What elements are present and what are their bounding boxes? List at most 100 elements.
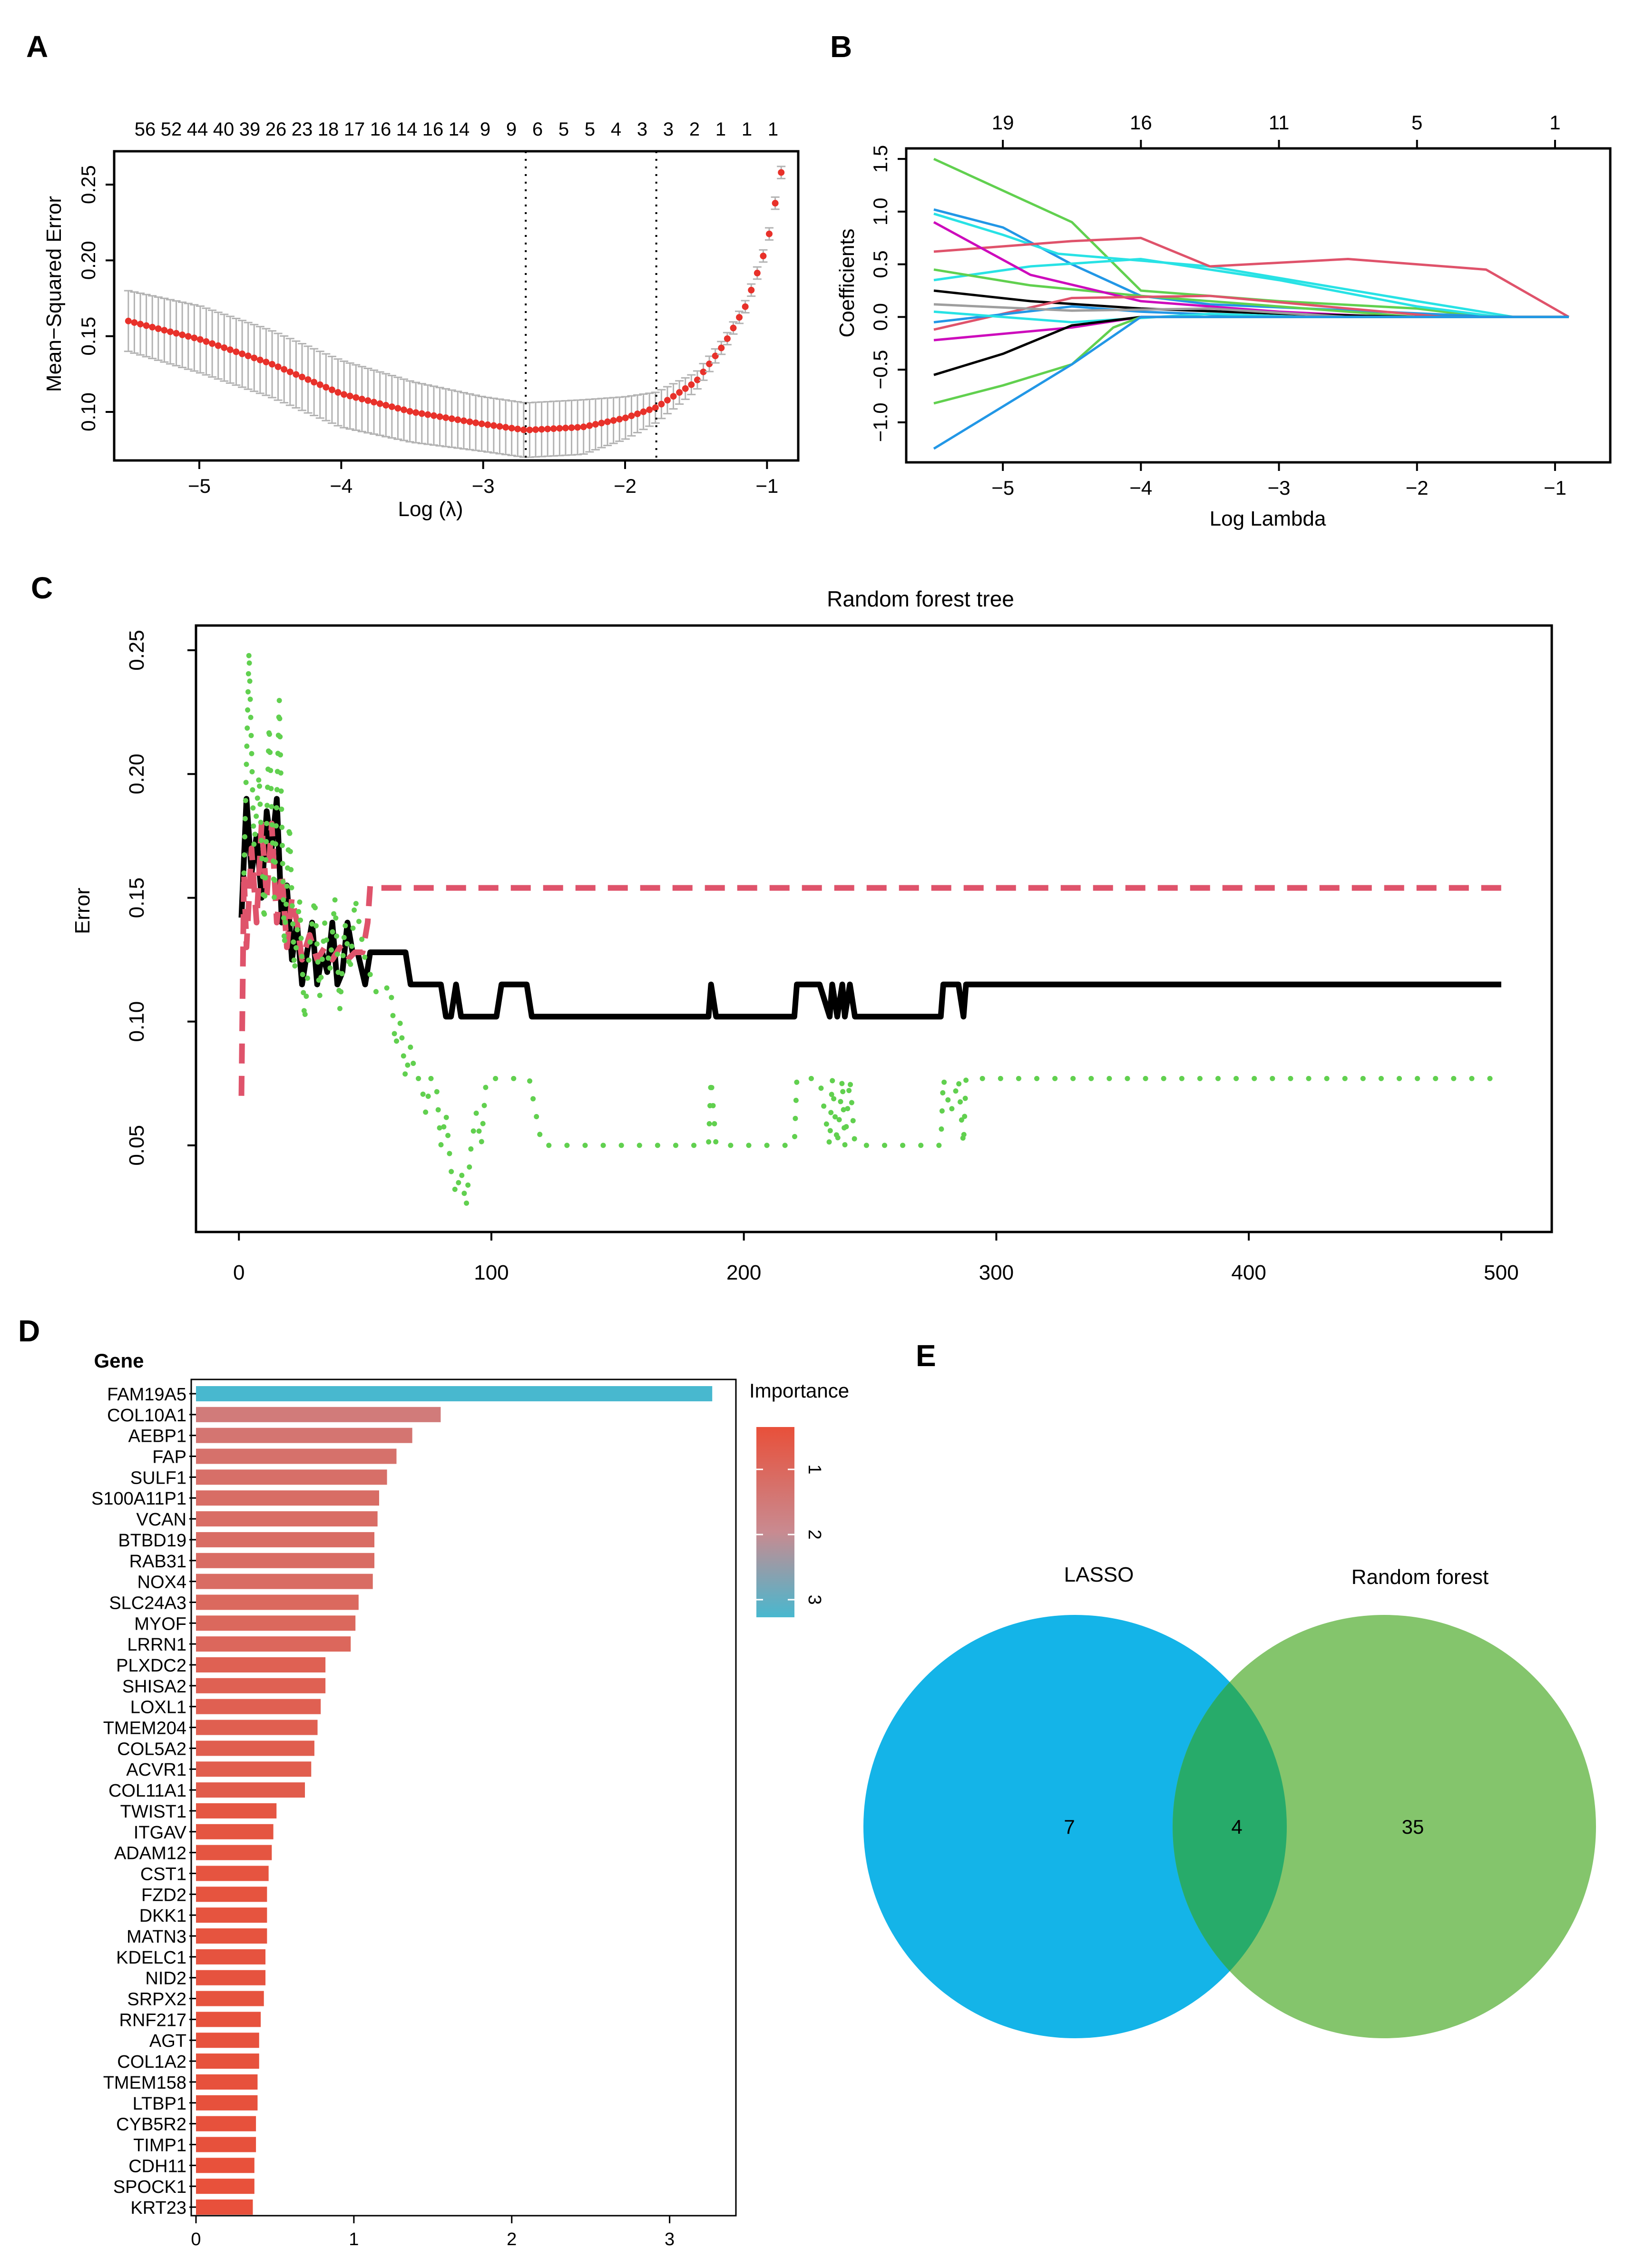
a-point bbox=[670, 393, 677, 400]
a-point bbox=[658, 401, 665, 408]
b-top-axis: 19 16 11 5 1 bbox=[992, 111, 1561, 148]
c-y-tick-label: 0.15 bbox=[125, 878, 148, 919]
a-top-tick-label: 56 bbox=[135, 119, 156, 140]
d-bar bbox=[196, 1824, 274, 1839]
a-top-tick-label: 14 bbox=[449, 119, 470, 140]
venn-count-rf-only: 35 bbox=[1402, 1816, 1424, 1838]
a-point bbox=[442, 414, 450, 421]
d-gene-label: FAM19A5 bbox=[107, 1385, 186, 1405]
a-point bbox=[730, 324, 737, 332]
a-point bbox=[676, 389, 683, 396]
b-top-tick-label: 16 bbox=[1130, 111, 1152, 134]
d-gene-label: LRRN1 bbox=[127, 1635, 186, 1655]
a-y-tick-label: 0.10 bbox=[77, 392, 99, 431]
a-point bbox=[538, 426, 545, 433]
d-x-tick-label: 0 bbox=[191, 2229, 201, 2249]
a-point bbox=[281, 366, 288, 373]
d-bar bbox=[196, 1469, 387, 1485]
panel-label-e: E bbox=[916, 1339, 936, 1373]
a-point bbox=[221, 344, 228, 351]
d-gene-label: FZD2 bbox=[141, 1885, 186, 1905]
d-bar bbox=[196, 1636, 351, 1652]
d-bar bbox=[196, 2095, 258, 2111]
d-gene-label: ITGAV bbox=[134, 1823, 187, 1843]
a-top-tick-label: 9 bbox=[480, 119, 490, 140]
b-y-tick-label: 0.0 bbox=[869, 303, 891, 331]
a-top-tick-label: 6 bbox=[532, 119, 543, 140]
b-top-tick-label: 11 bbox=[1269, 111, 1290, 134]
d-gene-label: COL11A1 bbox=[108, 1781, 186, 1801]
d-x-tick-label: 2 bbox=[507, 2229, 517, 2249]
d-gene-label: CDH11 bbox=[128, 2156, 186, 2176]
d-gene-label: SPOCK1 bbox=[113, 2177, 186, 2197]
a-top-tick-label: 3 bbox=[637, 119, 647, 140]
a-top-tick-label: 5 bbox=[585, 119, 595, 140]
d-gene-label: MATN3 bbox=[127, 1927, 186, 1947]
panel-label-c: C bbox=[31, 571, 53, 605]
b-top-tick-label: 5 bbox=[1411, 111, 1422, 134]
a-point bbox=[245, 352, 252, 360]
a-point bbox=[251, 354, 258, 362]
d-gene-label: COL1A2 bbox=[117, 2052, 186, 2072]
panel-label-b: B bbox=[830, 29, 852, 64]
a-point bbox=[778, 169, 785, 176]
a-point bbox=[694, 376, 701, 383]
b-y-tick-label: 0.5 bbox=[869, 250, 891, 278]
a-point bbox=[640, 408, 647, 415]
b-x-tick-label: −2 bbox=[1406, 477, 1429, 499]
d-gene-label: VCAN bbox=[136, 1510, 186, 1530]
a-point bbox=[406, 408, 413, 415]
a-point bbox=[754, 270, 761, 277]
c-x-axis: 0 100 200 300 400 500 bbox=[233, 1232, 1519, 1284]
d-gene-label: TMEM204 bbox=[103, 1719, 186, 1739]
a-point bbox=[448, 415, 455, 422]
a-point bbox=[352, 394, 360, 401]
d-bar bbox=[196, 1928, 267, 1944]
a-top-tick-label: 23 bbox=[292, 119, 313, 140]
a-point bbox=[316, 381, 323, 388]
d-plot-frame bbox=[190, 1378, 737, 2217]
a-point bbox=[233, 348, 240, 355]
a-top-tick-label: 5 bbox=[558, 119, 569, 140]
a-top-tick-label: 4 bbox=[611, 119, 621, 140]
a-point bbox=[382, 401, 390, 409]
a-point bbox=[712, 352, 719, 360]
a-top-tick-labels: 56 52 44 40 39 26 23 18 17 16 14 16 14 9 9 6 5 5 4 3 3 2 1 1 1 bbox=[135, 119, 778, 140]
a-top-tick-label: 52 bbox=[161, 119, 182, 140]
c-x-tick-label: 200 bbox=[726, 1261, 761, 1284]
d-bar bbox=[196, 1678, 326, 1693]
d-bar bbox=[196, 1740, 314, 1756]
d-bar bbox=[196, 1720, 318, 1735]
a-point bbox=[544, 425, 551, 432]
a-top-tick-label: 1 bbox=[742, 119, 752, 140]
d-legend-title: Importance bbox=[749, 1379, 849, 1402]
a-point bbox=[179, 331, 186, 338]
d-bar bbox=[196, 1615, 356, 1631]
a-point bbox=[376, 400, 383, 407]
d-bar bbox=[196, 1761, 312, 1777]
b-coefficient-path bbox=[933, 157, 1569, 318]
d-bar bbox=[196, 1803, 277, 1818]
a-point bbox=[143, 322, 150, 329]
b-plot-frame bbox=[905, 147, 1612, 464]
a-point bbox=[293, 371, 300, 378]
a-point bbox=[436, 413, 443, 420]
d-gene-label: COL5A2 bbox=[117, 1739, 186, 1759]
a-point bbox=[760, 253, 767, 260]
a-x-tick-label: −2 bbox=[614, 475, 636, 497]
d-bar bbox=[196, 1949, 266, 1965]
a-point bbox=[137, 321, 144, 328]
d-bar bbox=[196, 2200, 253, 2215]
a-point bbox=[185, 333, 192, 340]
a-point bbox=[688, 381, 695, 388]
a-point bbox=[610, 417, 617, 424]
d-bar bbox=[196, 1991, 264, 2006]
d-gene-label: PLXDC2 bbox=[116, 1656, 186, 1676]
b-top-tick-label: 19 bbox=[992, 111, 1014, 134]
a-point bbox=[125, 317, 132, 324]
d-gene-label: COL10A1 bbox=[107, 1406, 186, 1426]
a-point bbox=[323, 384, 330, 391]
b-y-tick-label: −0.5 bbox=[869, 350, 891, 390]
a-point bbox=[394, 405, 401, 412]
a-point bbox=[149, 323, 156, 331]
